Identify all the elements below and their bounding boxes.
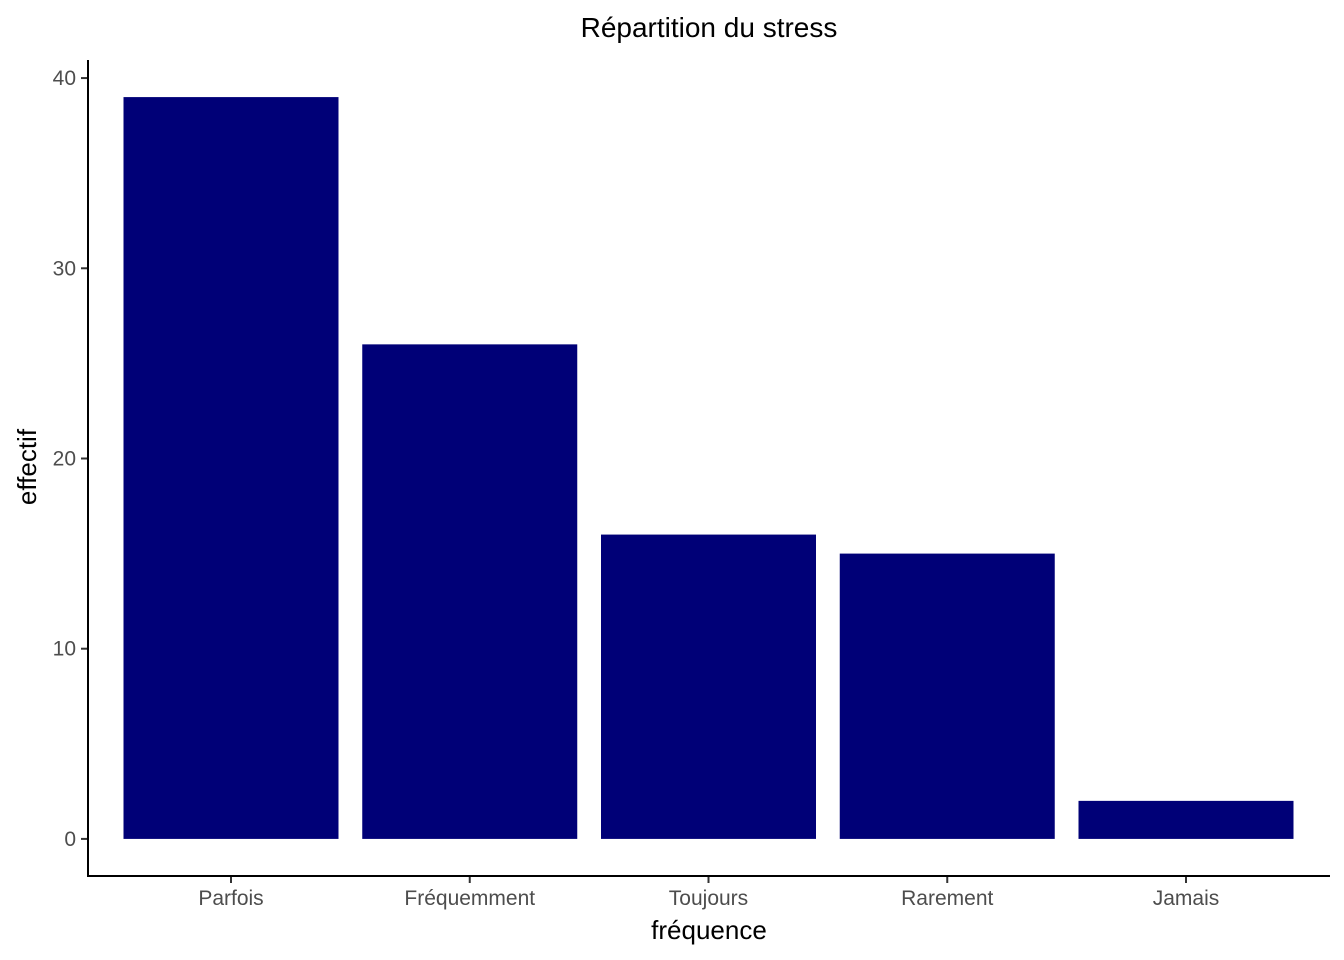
y-tick-label: 0 xyxy=(64,828,76,851)
x-tick-label: Toujours xyxy=(669,887,748,910)
x-tick-label: Fréquemment xyxy=(404,887,535,910)
x-axis-ticks: Parfois Fréquemment Toujours Rarement Jamais xyxy=(198,876,1219,910)
x-tick-label: Jamais xyxy=(1153,887,1220,910)
bar-rarement xyxy=(839,553,1055,839)
y-axis-title: effectif xyxy=(12,428,42,505)
bar-jamais xyxy=(1078,800,1294,839)
x-tick-label: Rarement xyxy=(901,887,993,910)
y-tick-label: 10 xyxy=(53,638,76,661)
bar-fréquemment xyxy=(362,344,578,839)
x-tick-label: Parfois xyxy=(198,887,263,910)
bar-toujours xyxy=(601,534,816,839)
y-tick-label: 40 xyxy=(53,67,76,90)
y-tick-label: 30 xyxy=(53,257,76,280)
y-tick-label: 20 xyxy=(53,447,76,470)
chart-title: Répartition du stress xyxy=(581,12,838,43)
bars-group xyxy=(123,97,1294,839)
bar-parfois xyxy=(123,97,339,839)
y-axis-ticks: 0 10 20 30 40 xyxy=(53,67,88,851)
x-axis-title: fréquence xyxy=(651,915,767,945)
